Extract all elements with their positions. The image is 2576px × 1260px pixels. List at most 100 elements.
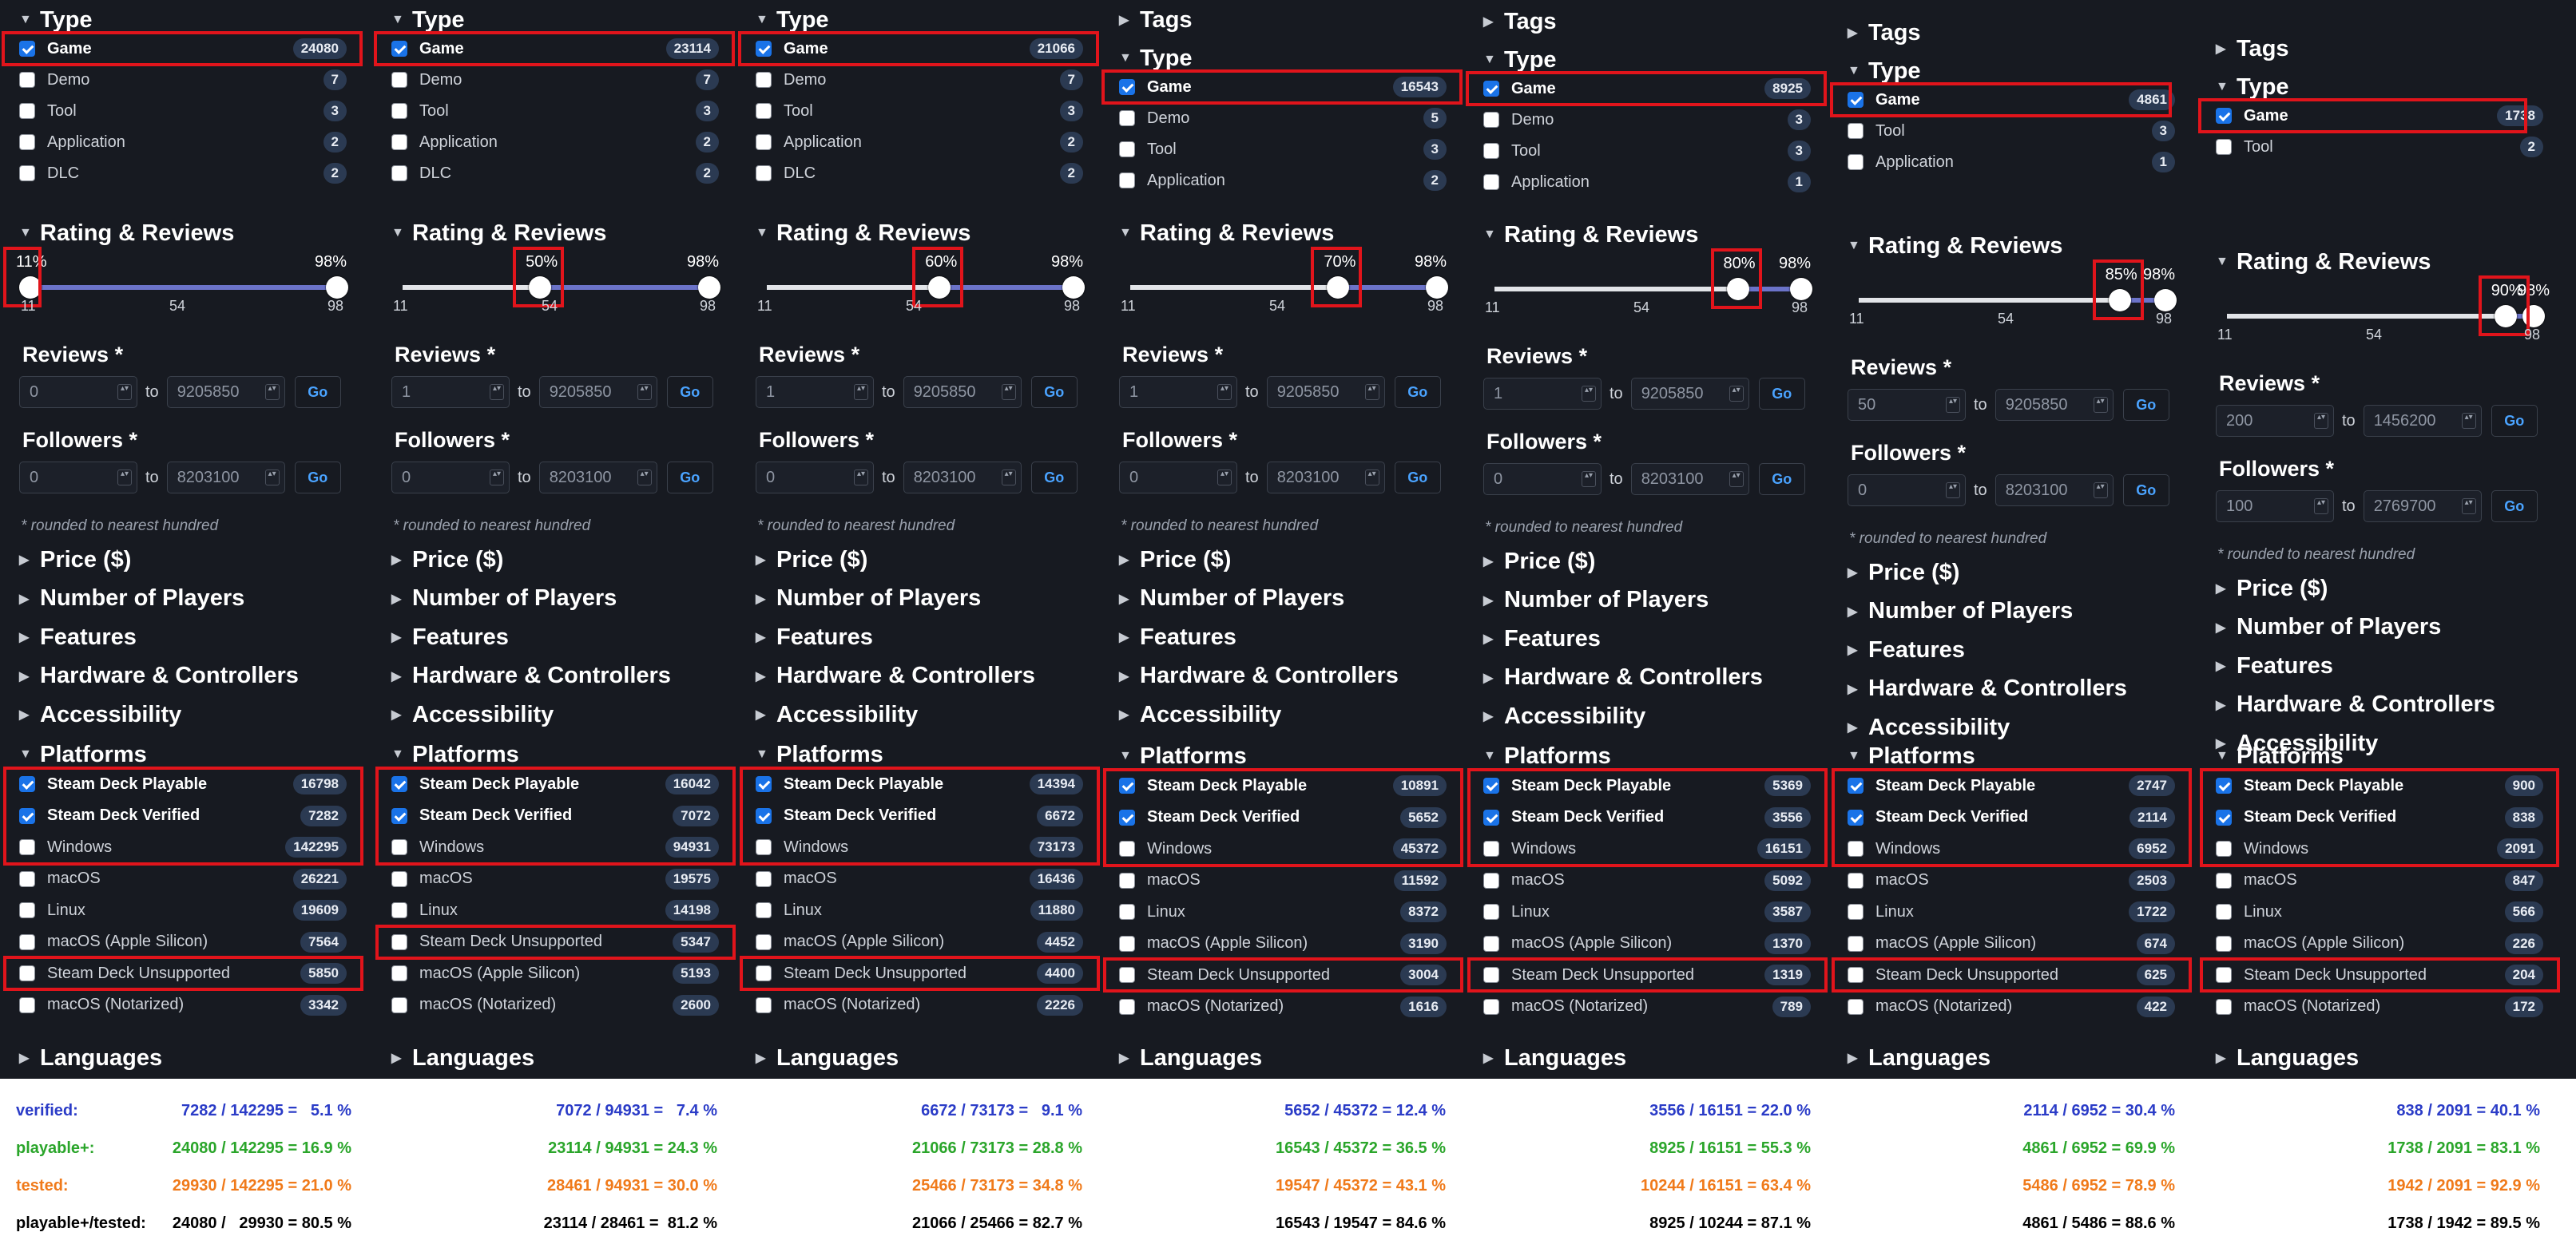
checkbox-icon[interactable] (1848, 935, 1864, 952)
checkbox-icon[interactable] (2216, 108, 2232, 124)
slider-track[interactable] (2227, 314, 2534, 319)
platform-option[interactable]: Steam Deck Verified 7282 (19, 803, 347, 829)
checkbox-icon[interactable] (756, 807, 772, 824)
rating-section-header[interactable]: ▼ Rating & Reviews (1119, 220, 1334, 247)
slider-track[interactable] (1130, 285, 1437, 290)
checkbox-icon[interactable] (1848, 92, 1864, 108)
stepper-arrows-icon[interactable]: ▴▾ (2314, 413, 2328, 429)
type-option[interactable]: Demo 7 (756, 67, 1083, 93)
stepper-arrows-icon[interactable]: ▴▾ (490, 384, 504, 400)
platform-option[interactable]: macOS (Notarized) 2226 (756, 993, 1083, 1018)
features-section-header[interactable]: ▶ Features (1119, 624, 1236, 651)
checkbox-icon[interactable] (19, 902, 35, 918)
platform-option[interactable]: macOS (Notarized) 1616 (1119, 994, 1447, 1020)
checkbox-icon[interactable] (19, 839, 35, 855)
checkbox-icon[interactable] (2216, 872, 2232, 889)
features-section-header[interactable]: ▶ Features (2216, 652, 2333, 680)
stepper-arrows-icon[interactable]: ▴▾ (2093, 397, 2108, 413)
followers-min-input[interactable]: 0 ▴▾ (1848, 474, 1966, 506)
platform-option[interactable]: Windows 142295 (19, 834, 347, 860)
checkbox-icon[interactable] (391, 933, 407, 950)
platform-option[interactable]: macOS (Notarized) 172 (2216, 994, 2543, 1020)
price-section-header[interactable]: ▶ Price ($) (1848, 559, 1959, 586)
platform-option[interactable]: Windows 2091 (2216, 836, 2543, 862)
languages-section-header[interactable]: ▶ Languages (1848, 1044, 1991, 1072)
followers-min-input[interactable]: 0 ▴▾ (1483, 463, 1602, 495)
price-section-header[interactable]: ▶ Price ($) (2216, 575, 2328, 602)
rating-section-header[interactable]: ▼ Rating & Reviews (1483, 221, 1698, 248)
platform-option[interactable]: macOS 5092 (1483, 868, 1811, 893)
stepper-arrows-icon[interactable]: ▴▾ (2314, 498, 2328, 514)
followers-max-input[interactable]: 8203100 ▴▾ (1995, 474, 2114, 506)
type-option[interactable]: Tool 3 (1119, 137, 1447, 162)
checkbox-icon[interactable] (2216, 778, 2232, 794)
reviews-max-input[interactable]: 9205850 ▴▾ (166, 376, 285, 408)
type-option[interactable]: Game 4861 (1848, 87, 2175, 113)
type-option[interactable]: Tool 3 (1848, 118, 2175, 144)
type-section-header[interactable]: ▼ Type (19, 6, 93, 34)
languages-section-header[interactable]: ▶ Languages (1483, 1044, 1626, 1072)
rating-section-header[interactable]: ▼ Rating & Reviews (391, 220, 606, 247)
type-option[interactable]: Application 1 (1848, 149, 2175, 175)
checkbox-icon[interactable] (756, 839, 772, 855)
rating-slider[interactable]: 60% 98% 11 54 98 (756, 247, 1085, 317)
price-section-header[interactable]: ▶ Price ($) (1483, 548, 1595, 575)
go-button[interactable]: Go (2122, 474, 2169, 506)
slider-min-handle[interactable] (1327, 276, 1350, 299)
slider-min-handle[interactable] (2494, 305, 2517, 327)
stepper-arrows-icon[interactable]: ▴▾ (637, 470, 652, 485)
followers-max-input[interactable]: 8203100 ▴▾ (538, 462, 657, 493)
rating-slider[interactable]: 11% 98% 11 54 98 (3, 247, 348, 317)
stepper-arrows-icon[interactable]: ▴▾ (1946, 482, 1960, 498)
platform-option[interactable]: Windows 45372 (1119, 836, 1447, 862)
checkbox-icon[interactable] (1483, 778, 1499, 794)
checkbox-icon[interactable] (19, 72, 35, 88)
checkbox-icon[interactable] (1848, 967, 1864, 983)
checkbox-icon[interactable] (19, 933, 35, 950)
stepper-arrows-icon[interactable]: ▴▾ (637, 384, 652, 400)
checkbox-icon[interactable] (1483, 143, 1499, 159)
reviews-max-input[interactable]: 9205850 ▴▾ (1995, 389, 2114, 421)
accessibility-section-header[interactable]: ▶ Accessibility (756, 701, 918, 728)
checkbox-icon[interactable] (1483, 967, 1499, 983)
type-option[interactable]: Tool 2 (2216, 134, 2543, 160)
type-section-header[interactable]: ▼ Type (391, 6, 465, 34)
reviews-min-input[interactable]: 1 ▴▾ (756, 376, 874, 408)
players-section-header[interactable]: ▶ Number of Players (2216, 614, 2441, 641)
checkbox-icon[interactable] (1848, 841, 1864, 857)
checkbox-icon[interactable] (19, 870, 35, 887)
platform-option[interactable]: Steam Deck Verified 838 (2216, 805, 2543, 830)
checkbox-icon[interactable] (1483, 841, 1499, 857)
checkbox-icon[interactable] (1119, 79, 1135, 95)
rating-slider[interactable]: 80% 98% 11 54 98 (1483, 248, 1812, 319)
accessibility-section-header[interactable]: ▶ Accessibility (391, 701, 554, 728)
checkbox-icon[interactable] (1119, 904, 1135, 920)
checkbox-icon[interactable] (391, 902, 407, 918)
tags-section-header[interactable]: ▶ Tags (1119, 6, 1193, 34)
checkbox-icon[interactable] (391, 776, 407, 792)
rating-section-header[interactable]: ▼ Rating & Reviews (756, 220, 970, 247)
checkbox-icon[interactable] (756, 134, 772, 150)
checkbox-icon[interactable] (1483, 112, 1499, 128)
stepper-arrows-icon[interactable]: ▴▾ (264, 470, 280, 485)
slider-min-handle[interactable] (928, 276, 951, 299)
followers-max-input[interactable]: 8203100 ▴▾ (1266, 462, 1385, 493)
go-button[interactable]: Go (1758, 463, 1805, 495)
type-option[interactable]: Game 1738 (2216, 103, 2543, 129)
platform-option[interactable]: Steam Deck Unsupported 5850 (19, 961, 347, 986)
checkbox-icon[interactable] (1483, 872, 1499, 889)
platform-option[interactable]: macOS (Notarized) 789 (1483, 994, 1811, 1020)
platform-option[interactable]: Steam Deck Unsupported 625 (1848, 962, 2175, 988)
platform-option[interactable]: macOS 19575 (391, 866, 719, 892)
platform-option[interactable]: Linux 19609 (19, 897, 347, 923)
checkbox-icon[interactable] (756, 72, 772, 88)
type-option[interactable]: Demo 7 (19, 67, 347, 93)
platform-option[interactable]: Steam Deck Verified 5652 (1119, 805, 1447, 830)
slider-max-handle[interactable] (1062, 276, 1085, 299)
platform-option[interactable]: Steam Deck Playable 16798 (19, 771, 347, 797)
rating-slider[interactable]: 90% 98% 11 54 98 (2216, 275, 2550, 346)
price-section-header[interactable]: ▶ Price ($) (391, 546, 503, 573)
rating-section-header[interactable]: ▼ Rating & Reviews (19, 220, 234, 247)
checkbox-icon[interactable] (756, 103, 772, 119)
platforms-section-header[interactable]: ▼ Platforms (1483, 743, 1611, 770)
